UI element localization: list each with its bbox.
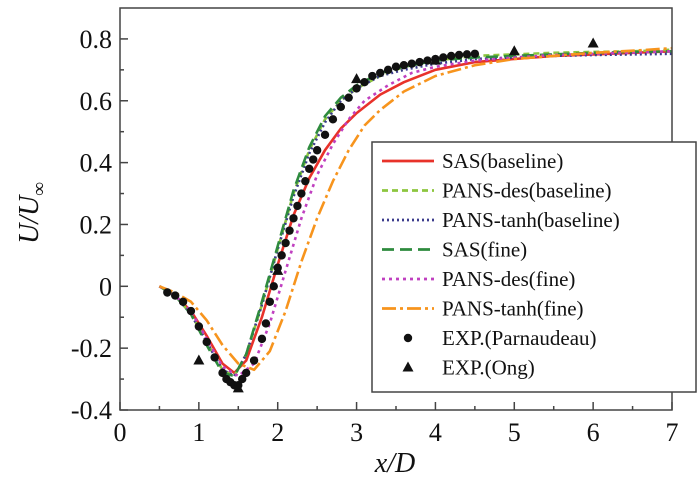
legend-label: PANS-des(fine) bbox=[442, 267, 575, 291]
x-tick-label: 3 bbox=[350, 418, 363, 447]
data-point-exp-parnaudeau bbox=[376, 68, 385, 78]
data-point-exp-parnaudeau bbox=[454, 50, 464, 60]
data-point-exp-parnaudeau bbox=[305, 164, 314, 173]
legend-label: PANS-des(baseline) bbox=[442, 179, 612, 203]
data-point-exp-parnaudeau bbox=[297, 189, 306, 198]
x-tick-label: 6 bbox=[587, 418, 600, 447]
data-point-exp-parnaudeau bbox=[462, 50, 472, 59]
data-point-exp-parnaudeau bbox=[352, 84, 361, 93]
y-tick-label: 0.6 bbox=[80, 87, 113, 116]
data-point-exp-parnaudeau bbox=[163, 288, 172, 297]
data-point-exp-ong bbox=[351, 73, 363, 84]
data-point-exp-parnaudeau bbox=[344, 93, 353, 102]
data-point-exp-parnaudeau bbox=[368, 71, 377, 81]
data-point-exp-parnaudeau bbox=[391, 62, 401, 71]
series-line-pans-tanh-fine bbox=[158, 46, 673, 372]
data-point-exp-ong bbox=[587, 37, 599, 48]
x-tick-label: 5 bbox=[508, 418, 521, 447]
data-point-exp-parnaudeau bbox=[320, 130, 330, 139]
data-point-exp-parnaudeau bbox=[301, 176, 310, 186]
y-tick-label: 0.2 bbox=[80, 210, 113, 239]
data-point-exp-ong bbox=[429, 54, 441, 65]
data-point-exp-parnaudeau bbox=[336, 102, 345, 112]
data-point-exp-parnaudeau bbox=[249, 356, 259, 365]
x-tick-label: 0 bbox=[114, 418, 127, 447]
legend-item-exp-ong: EXP.(Ong) bbox=[402, 356, 535, 380]
data-point-exp-parnaudeau bbox=[328, 115, 338, 124]
legend-label: EXP.(Ong) bbox=[442, 356, 535, 380]
data-point-exp-ong bbox=[193, 354, 205, 365]
data-point-exp-parnaudeau bbox=[218, 368, 227, 378]
data-point-exp-parnaudeau bbox=[447, 51, 456, 61]
data-point-exp-parnaudeau bbox=[178, 297, 188, 306]
data-point-exp-parnaudeau bbox=[257, 334, 267, 344]
data-point-exp-parnaudeau bbox=[261, 319, 271, 328]
data-point-exp-parnaudeau bbox=[241, 368, 251, 378]
data-point-exp-parnaudeau bbox=[407, 59, 416, 68]
legend-box bbox=[371, 141, 697, 393]
data-point-exp-parnaudeau bbox=[470, 49, 480, 58]
data-point-exp-parnaudeau bbox=[210, 353, 219, 362]
y-tick-label: 0.8 bbox=[80, 25, 113, 54]
legend-label: PANS-tanh(fine) bbox=[442, 297, 584, 321]
data-point-exp-parnaudeau bbox=[285, 226, 294, 235]
legend-label: SAS(fine) bbox=[442, 238, 527, 262]
legend-item-pans-tanh-fine: PANS-tanh(fine) bbox=[382, 297, 584, 321]
data-point-exp-parnaudeau bbox=[309, 155, 318, 164]
legend-label: SAS(baseline) bbox=[442, 149, 563, 173]
legend-swatch bbox=[403, 333, 413, 343]
data-point-exp-parnaudeau bbox=[383, 65, 393, 75]
y-tick-label: 0.4 bbox=[80, 149, 113, 178]
data-point-exp-parnaudeau bbox=[202, 337, 211, 347]
legend-item-sas-fine: SAS(fine) bbox=[382, 238, 527, 262]
legend-item-pans-tanh-baseline: PANS-tanh(baseline) bbox=[382, 208, 620, 232]
data-point-exp-ong bbox=[508, 45, 520, 56]
data-point-exp-parnaudeau bbox=[238, 374, 247, 384]
data-point-exp-parnaudeau bbox=[194, 322, 204, 331]
data-point-exp-parnaudeau bbox=[423, 56, 432, 65]
y-axis-title: U/U∞ bbox=[14, 182, 50, 244]
data-point-exp-parnaudeau bbox=[277, 251, 286, 260]
x-tick-label: 1 bbox=[192, 418, 205, 447]
axes: 0 1 2 3 4 5 6 7 -0.4 -0.2 0 0.2 0.4 0.6 0.8 bbox=[71, 7, 679, 447]
legend-item-exp-parnaudeau: EXP.(Parnaudeau) bbox=[403, 326, 597, 350]
data-point-exp-parnaudeau bbox=[312, 146, 322, 155]
data-point-exp-parnaudeau bbox=[415, 57, 424, 67]
data-point-exp-parnaudeau bbox=[269, 282, 278, 291]
data-point-exp-parnaudeau bbox=[186, 306, 196, 316]
y-tick-label: -0.4 bbox=[71, 396, 112, 425]
data-point-exp-parnaudeau bbox=[293, 201, 302, 211]
legend: SAS(baseline) PANS-des(baseline) PANS-tanh… bbox=[371, 141, 697, 393]
data-point-exp-parnaudeau bbox=[265, 297, 275, 306]
x-tick-label: 7 bbox=[666, 418, 679, 447]
data-point-exp-ong bbox=[232, 382, 244, 393]
data-point-exp-parnaudeau bbox=[439, 53, 448, 62]
y-tick-label: 0 bbox=[99, 272, 112, 301]
legend-item-sas-baseline: SAS(baseline) bbox=[382, 149, 563, 173]
x-axis-title: x/D bbox=[374, 448, 415, 479]
legend-label: PANS-tanh(baseline) bbox=[442, 208, 620, 232]
x-tick-label: 2 bbox=[271, 418, 284, 447]
data-point-exp-parnaudeau bbox=[289, 214, 298, 223]
data-point-exp-parnaudeau bbox=[360, 78, 369, 87]
legend-item-pans-des-baseline: PANS-des(baseline) bbox=[382, 179, 612, 203]
y-tick-label: -0.2 bbox=[71, 334, 112, 363]
data-point-exp-parnaudeau bbox=[399, 61, 409, 70]
data-point-exp-ong bbox=[272, 264, 284, 275]
plot-markers bbox=[163, 37, 599, 393]
legend-label: EXP.(Parnaudeau) bbox=[442, 326, 597, 350]
data-point-exp-parnaudeau bbox=[171, 291, 180, 300]
legend-swatch bbox=[402, 361, 414, 372]
data-point-exp-parnaudeau bbox=[281, 238, 290, 248]
x-tick-label: 4 bbox=[429, 418, 442, 447]
legend-item-pans-des-fine: PANS-des(fine) bbox=[382, 267, 575, 291]
